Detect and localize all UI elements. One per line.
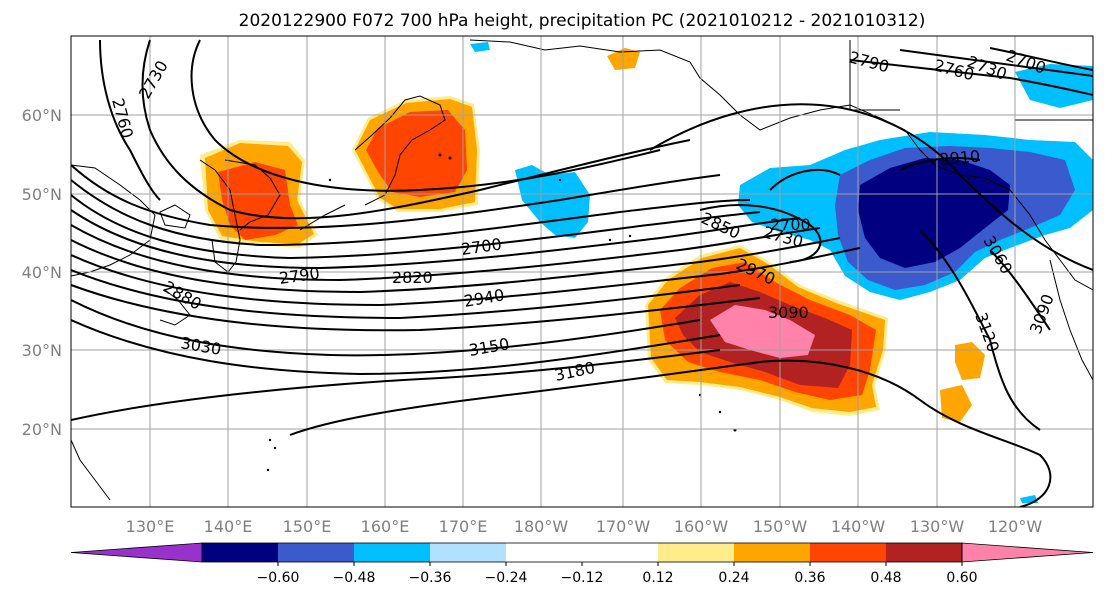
colorbar-swatch	[582, 543, 659, 562]
height-contours	[71, 39, 1093, 507]
colorbar: −0.60 −0.48 −0.36 −0.24 −0.12 0.12 0.24 0.36 0.4…	[70, 542, 1094, 586]
lon-label: 130°E	[126, 517, 175, 536]
colorbar-label: −0.60	[257, 570, 300, 586]
colorbar-swatch	[278, 543, 355, 562]
lon-label: 180°W	[514, 517, 569, 536]
lon-label: 130°W	[910, 517, 965, 536]
colorbar-swatch	[354, 543, 431, 562]
colorbar-extend-low	[70, 542, 203, 563]
lon-tick-labels: 130°E 140°E 150°E 160°E 170°E 180°W 170°…	[126, 517, 1043, 536]
map-title: 2020122900 F072 700 hPa height, precipit…	[239, 11, 926, 31]
lat-label: 40°N	[22, 263, 62, 282]
colorbar-label: −0.36	[409, 570, 452, 586]
contour-label: 3090	[768, 303, 809, 322]
colorbar-label: 0.12	[642, 570, 673, 586]
precip-patch-baja-1	[955, 342, 985, 380]
lon-label: 120°W	[988, 517, 1043, 536]
colorbar-swatch	[430, 543, 507, 562]
precip-patch-pacific-peak	[710, 305, 815, 358]
colorbar-label: 0.60	[946, 570, 977, 586]
lon-label: 170°E	[439, 517, 488, 536]
lon-label: 170°W	[596, 517, 651, 536]
colorbar-swatch	[658, 543, 735, 562]
lat-label: 60°N	[22, 106, 62, 125]
colorbar-extend-high	[961, 542, 1094, 563]
colorbar-swatch	[734, 543, 811, 562]
coastlines	[71, 39, 1093, 501]
contour-label: 2700	[770, 215, 811, 234]
colorbar-label: 0.48	[870, 570, 901, 586]
lat-tick-labels: 20°N 30°N 40°N 50°N 60°N	[22, 106, 62, 439]
lat-label: 20°N	[22, 420, 62, 439]
colorbar-swatch	[810, 543, 887, 562]
lat-label: 30°N	[22, 341, 62, 360]
precip-neg-small	[470, 42, 490, 52]
precip-patch-kamchatka-inner	[366, 110, 467, 197]
colorbar-label: −0.24	[485, 570, 528, 586]
lat-label: 50°N	[22, 185, 62, 204]
colorbar-swatch	[886, 543, 963, 562]
colorbar-label: −0.48	[333, 570, 376, 586]
map-content: 2730 2760 2790 2820 2850 2880 2700 2940 …	[71, 36, 1093, 507]
map-frame	[70, 35, 1094, 508]
precip-neg-tiny	[1020, 495, 1038, 503]
colorbar-label: −0.12	[561, 570, 604, 586]
colorbar-label: 0.36	[794, 570, 825, 586]
colorbar-swatch	[202, 543, 279, 562]
colorbar-swatch	[506, 543, 583, 562]
lon-label: 150°W	[753, 517, 808, 536]
precip-patch-japan-inner	[218, 162, 298, 240]
colorbar-label: 0.24	[718, 570, 749, 586]
lon-label: 160°E	[361, 517, 410, 536]
precip-patch-baja-2	[940, 385, 972, 422]
lon-label: 160°W	[674, 517, 729, 536]
lon-label: 150°E	[283, 517, 332, 536]
contour-label: 2910	[939, 147, 981, 169]
contour-label: 2820	[392, 268, 433, 287]
lon-label: 140°W	[831, 517, 886, 536]
lon-label: 140°E	[204, 517, 253, 536]
